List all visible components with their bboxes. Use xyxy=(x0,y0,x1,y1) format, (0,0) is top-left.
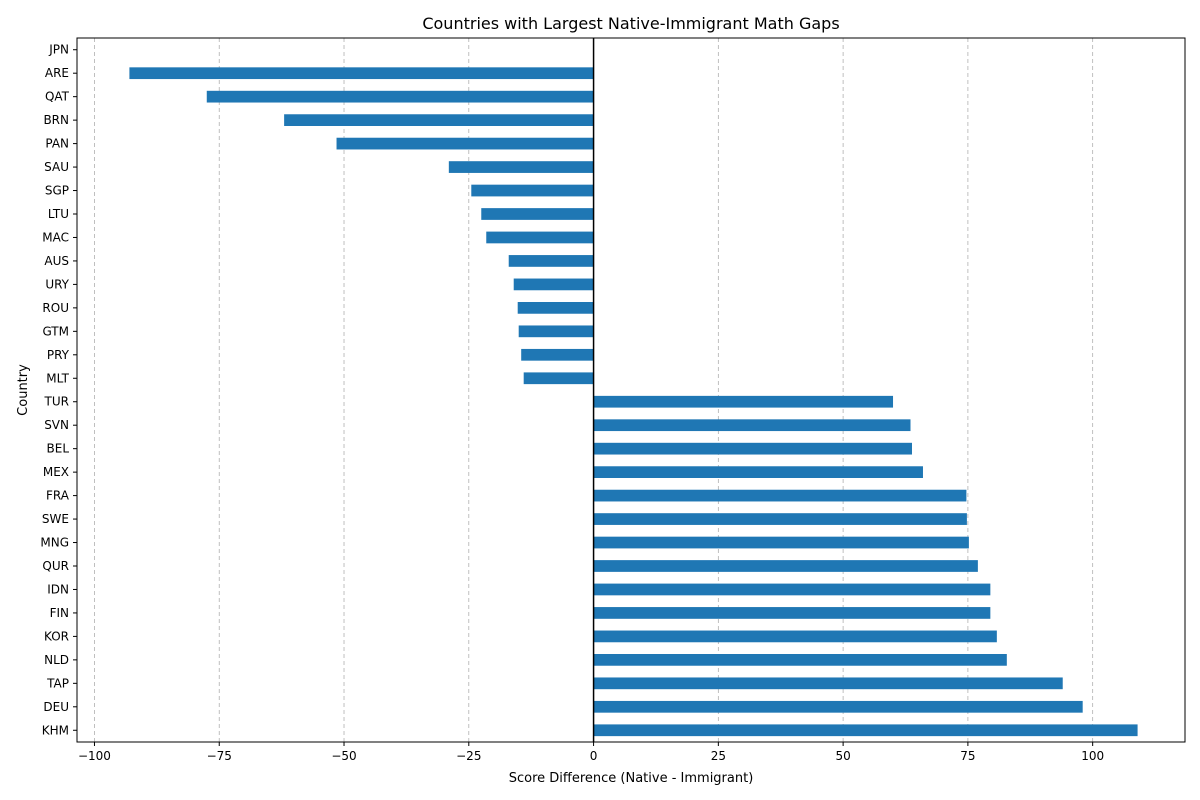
y-tick-label: SWE xyxy=(42,512,69,526)
y-tick-label: MNG xyxy=(40,536,69,550)
bar-rou xyxy=(517,302,594,314)
bar-idn xyxy=(593,583,991,596)
bar-tur xyxy=(593,395,894,408)
bar-fin xyxy=(593,607,991,619)
bar-sau xyxy=(448,161,594,173)
y-tick-label: SGP xyxy=(45,184,69,198)
y-tick-label: AUS xyxy=(44,254,69,268)
bar-ltu xyxy=(481,208,594,220)
bar-pry xyxy=(521,348,594,361)
y-axis-ticks: JPN ARE QAT BRN PAN SAU SGP LTU MAC AUS URY ROU GTM P… xyxy=(40,43,77,737)
bar-mlt xyxy=(523,372,594,385)
x-tick-label: 50 xyxy=(835,749,850,763)
y-tick-label: IDN xyxy=(47,582,69,596)
y-tick-label: SAU xyxy=(44,160,69,174)
bar-tap xyxy=(593,677,1063,690)
bar-brn xyxy=(284,114,594,126)
y-tick-label: JPN xyxy=(48,43,69,57)
x-tick-label: 25 xyxy=(711,749,726,763)
x-tick-label: −75 xyxy=(207,749,232,763)
x-tick-label: −50 xyxy=(331,749,356,763)
y-tick-label: NLD xyxy=(44,653,69,667)
bar-pan xyxy=(336,137,594,150)
x-tick-label: 0 xyxy=(590,749,598,763)
bar-khm xyxy=(593,724,1138,737)
y-tick-label: MLT xyxy=(46,371,69,385)
bars xyxy=(129,67,1138,737)
y-axis-title: Country xyxy=(16,364,31,416)
y-tick-label: TAP xyxy=(46,676,69,690)
y-tick-label: ROU xyxy=(42,301,69,315)
bar-kor xyxy=(593,630,997,643)
y-tick-label: KHM xyxy=(42,723,69,737)
x-axis-ticks: −100 −75 −50 −25 0 25 50 75 100 xyxy=(78,742,1104,763)
x-tick-label: −100 xyxy=(78,749,111,763)
y-tick-label: DEU xyxy=(43,700,69,714)
bar-mex xyxy=(593,466,923,478)
y-tick-label: LTU xyxy=(48,207,69,221)
bar-deu xyxy=(593,700,1083,713)
x-tick-label: 75 xyxy=(960,749,975,763)
bar-aus xyxy=(508,255,594,267)
y-tick-label: TUR xyxy=(44,395,69,409)
y-tick-label: KOR xyxy=(44,629,69,643)
y-tick-label: SVN xyxy=(44,418,69,432)
bar-svn xyxy=(593,419,911,432)
y-tick-label: GTM xyxy=(42,324,69,338)
plot-frame xyxy=(76,37,1186,743)
y-tick-label: FIN xyxy=(50,606,69,620)
bar-ury xyxy=(513,278,594,291)
y-tick-label: BEL xyxy=(47,442,70,456)
chart-title: Countries with Largest Native-Immigrant … xyxy=(422,14,839,33)
bar-fra xyxy=(593,489,967,502)
bar-qat xyxy=(206,90,594,103)
bar-bel xyxy=(593,442,912,455)
bar-swe xyxy=(593,513,967,525)
bar-mac xyxy=(486,231,594,244)
y-tick-label: URY xyxy=(45,277,69,291)
y-tick-label: QAT xyxy=(45,90,70,104)
bar-gtm xyxy=(518,325,594,338)
bar-nld xyxy=(593,654,1007,666)
y-tick-label: MEX xyxy=(43,465,69,479)
bar-sgp xyxy=(471,184,594,197)
bar-are xyxy=(129,67,594,80)
x-tick-label: −25 xyxy=(456,749,481,763)
y-tick-label: BRN xyxy=(43,113,69,127)
bar-mng xyxy=(593,536,969,549)
y-tick-label: PAN xyxy=(45,137,69,151)
x-tick-label: 100 xyxy=(1081,749,1104,763)
y-tick-label: MAC xyxy=(42,230,69,244)
x-axis-title: Score Difference (Native - Immigrant) xyxy=(509,771,754,786)
y-tick-label: ARE xyxy=(45,66,69,80)
bar-qur xyxy=(593,560,978,572)
y-tick-label: PRY xyxy=(47,348,70,362)
y-tick-label: FRA xyxy=(46,489,70,503)
y-tick-label: QUR xyxy=(42,559,69,573)
